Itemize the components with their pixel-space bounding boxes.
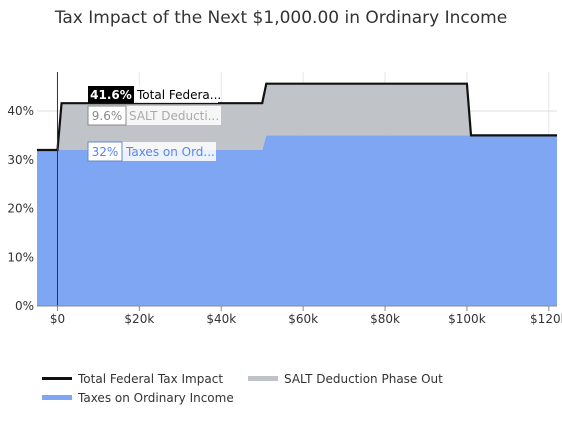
tooltip-total-label: Total Federa... <box>136 88 221 102</box>
y-tick-label-2: 20% <box>7 202 34 216</box>
tooltip-total-value-box <box>88 86 134 103</box>
x-tick-label-2: $40k <box>206 312 236 326</box>
tooltip-total-value: 41.6% <box>90 88 132 102</box>
y-tick-label-0: 0% <box>15 299 34 313</box>
legend-label-total-federal: Total Federal Tax Impact <box>78 372 224 386</box>
x-tick-label-6: $120k <box>530 312 562 326</box>
area-taxes-on-ordinary-income <box>37 135 557 306</box>
area-salt-deduction-phase-out <box>57 83 472 150</box>
legend-swatch-ordinary <box>42 395 72 400</box>
legend-label-salt: SALT Deduction Phase Out <box>284 372 443 386</box>
y-tick-label-4: 40% <box>7 104 34 118</box>
tooltip-salt-label: SALT Deducti... <box>129 109 219 123</box>
x-tick-label-1: $20k <box>124 312 154 326</box>
x-tick-label-3: $60k <box>288 312 318 326</box>
legend-label-ordinary: Taxes on Ordinary Income <box>78 391 234 405</box>
legend-swatch-total-federal <box>42 377 72 380</box>
tooltip-salt-value-box <box>87 105 127 126</box>
chart-title: Tax Impact of the Next $1,000.00 in Ordi… <box>54 8 508 28</box>
x-tick-label-5: $100k <box>448 312 486 326</box>
tooltip-ordinary-value: 32% <box>92 145 119 159</box>
x-tick-label-0: $0 <box>50 312 65 326</box>
tooltip-salt-value: 9.6% <box>92 109 123 123</box>
tooltip-ordinary-label: Taxes on Ord... <box>125 145 215 159</box>
legend-swatch-salt <box>248 376 278 381</box>
y-tick-label-3: 30% <box>7 153 34 167</box>
line-total-federal-tax-impact <box>37 82 557 152</box>
tooltip-ordinary-value-box <box>87 141 123 162</box>
y-tick-label-1: 10% <box>7 250 34 264</box>
x-tick-label-4: $80k <box>370 312 400 326</box>
